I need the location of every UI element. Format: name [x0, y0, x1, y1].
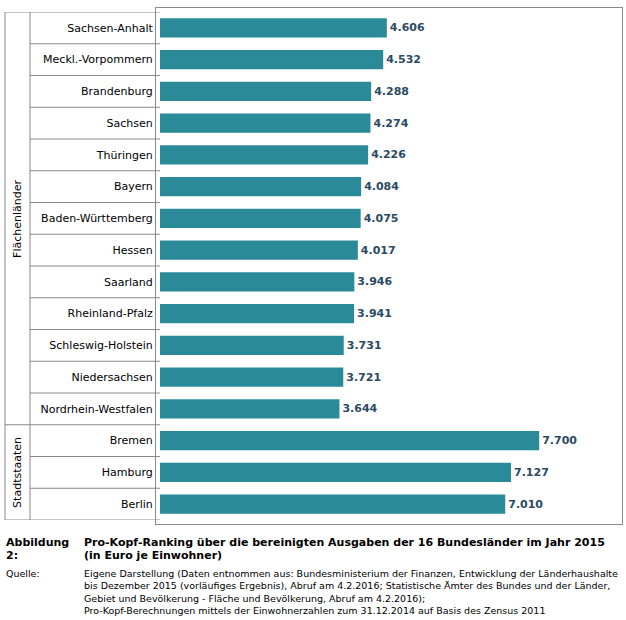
svg-text:Nordrhein-Westfalen: Nordrhein-Westfalen: [40, 403, 152, 416]
svg-text:4.532: 4.532: [386, 53, 421, 66]
svg-text:Baden-Württemberg: Baden-Württemberg: [41, 212, 153, 225]
svg-text:3.946: 3.946: [357, 275, 392, 288]
html-text:Abbildung 2:: Abbildung 2:: [6, 536, 70, 562]
svg-text:Hessen: Hessen: [113, 244, 153, 257]
html-text:Eigene Darstellung (Daten entn: Eigene Darstellung (Daten entnommen aus:…: [84, 568, 618, 604]
svg-text:Rheinland-Pfalz: Rheinland-Pfalz: [68, 307, 153, 320]
svg-text:Sachsen-Anhalt: Sachsen-Anhalt: [67, 22, 153, 35]
svg-text:4.226: 4.226: [371, 148, 406, 161]
svg-text:3.731: 3.731: [347, 339, 382, 352]
svg-text:4.075: 4.075: [364, 212, 399, 225]
svg-text:Hamburg: Hamburg: [102, 466, 153, 479]
svg-text:4.288: 4.288: [374, 85, 409, 98]
html-text:Pro-Kopf-Ranking über die bere: Pro-Kopf-Ranking über die bereinigten Au…: [84, 536, 605, 549]
html-text:Quelle:: Quelle:: [6, 568, 40, 579]
svg-text:4.084: 4.084: [364, 180, 399, 193]
html-text:Pro-Kopf-Berechnungen mittels: Pro-Kopf-Berechnungen mittels der Einwoh…: [84, 605, 546, 616]
svg-text:3.721: 3.721: [346, 371, 381, 384]
svg-text:Brandenburg: Brandenburg: [81, 85, 153, 98]
svg-text:Saarland: Saarland: [104, 276, 153, 289]
svg-text:Meckl.-Vorpommern: Meckl.-Vorpommern: [43, 53, 153, 66]
svg-text:Schleswig-Holstein: Schleswig-Holstein: [49, 339, 152, 352]
svg-text:3.644: 3.644: [342, 402, 377, 415]
svg-text:Stadtstaaten: Stadtstaaten: [11, 437, 24, 508]
svg-text:Bayern: Bayern: [114, 180, 153, 193]
html-text:(in Euro je Einwohner): (in Euro je Einwohner): [84, 549, 223, 562]
svg-text:7.010: 7.010: [508, 498, 543, 511]
svg-text:4.017: 4.017: [361, 244, 396, 257]
svg-text:Sachsen: Sachsen: [107, 117, 153, 130]
svg-text:Thüringen: Thüringen: [96, 149, 153, 162]
svg-text:7.700: 7.700: [542, 434, 577, 447]
svg-text:7.127: 7.127: [514, 466, 549, 479]
svg-text:3.941: 3.941: [357, 307, 392, 320]
svg-text:Flächenländer: Flächenländer: [11, 179, 24, 257]
svg-text:4.606: 4.606: [390, 21, 425, 34]
svg-text:4.274: 4.274: [373, 117, 408, 130]
svg-text:Bremen: Bremen: [110, 434, 153, 447]
svg-text:Berlin: Berlin: [121, 498, 153, 511]
svg-text:Niedersachsen: Niedersachsen: [72, 371, 153, 384]
